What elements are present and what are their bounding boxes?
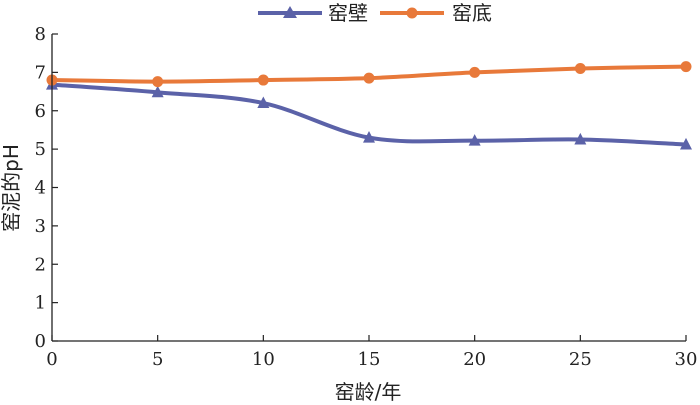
data-point — [680, 137, 692, 150]
x-tick-label: 25 — [569, 349, 592, 370]
data-point — [363, 131, 375, 143]
series-1 — [46, 78, 692, 150]
data-point — [574, 63, 586, 75]
y-tick-label: 4 — [35, 178, 46, 199]
legend: 窑壁 窑底 — [258, 1, 492, 25]
y-tick-label: 7 — [35, 62, 46, 83]
axes: 0 5 10 15 20 25 30 0 1 2 3 4 5 6 7 8 — [35, 24, 698, 370]
legend-marker — [283, 6, 297, 18]
x-tick-label: 30 — [675, 349, 698, 370]
x-axis-label: 窑龄/年 — [335, 380, 402, 404]
legend-item-1: 窑壁 — [258, 1, 368, 25]
data-point — [680, 61, 692, 73]
data-point — [469, 66, 481, 78]
y-tick-label: 8 — [35, 24, 46, 45]
legend-item-2: 窑底 — [380, 1, 492, 25]
x-tick-label: 20 — [463, 349, 486, 370]
x-tick-label: 0 — [46, 349, 57, 370]
legend-marker — [406, 7, 418, 19]
series-2 — [46, 61, 692, 88]
y-tick-label: 5 — [35, 139, 46, 160]
x-tick-label: 10 — [252, 349, 275, 370]
y-tick-label: 6 — [35, 101, 46, 122]
data-point — [574, 132, 587, 145]
data-point — [468, 134, 481, 146]
plot-area — [46, 61, 692, 150]
data-point — [152, 76, 164, 88]
legend-label: 窑壁 — [328, 1, 368, 25]
y-tick-label: 0 — [35, 331, 46, 352]
y-tick-label: 1 — [35, 293, 46, 314]
y-tick-label: 2 — [35, 254, 46, 275]
x-tick-label: 5 — [152, 349, 163, 370]
data-point — [257, 96, 270, 109]
legend-label: 窑底 — [452, 1, 492, 25]
x-tick-label: 15 — [358, 349, 381, 370]
y-tick-label: 3 — [35, 216, 46, 237]
data-point — [151, 85, 164, 98]
y-axis-label: 窑泥的pH — [0, 144, 23, 232]
data-point — [363, 72, 375, 84]
data-point — [257, 74, 269, 86]
